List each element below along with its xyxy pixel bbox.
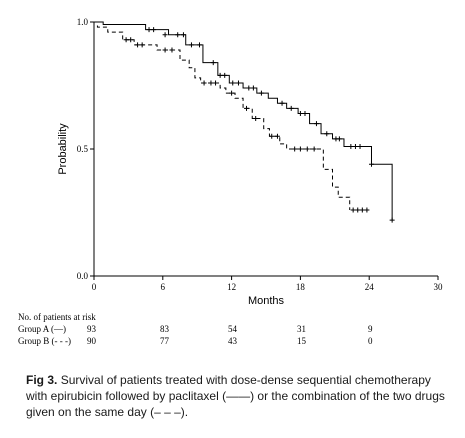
group-a-censor-mark (258, 90, 264, 96)
y-ticks: 0.0 0.5 1.0 (77, 17, 94, 281)
group-a-censor-mark (336, 136, 342, 142)
x-tick-label: 6 (161, 282, 166, 292)
group-a-censor-mark (352, 143, 358, 149)
group-b-censor-mark (355, 207, 361, 213)
risk-table: No. of patients at risk Group A (—) Grou… (18, 312, 448, 352)
risk-b-value-3: 15 (297, 336, 306, 346)
risk-a-value-2: 54 (228, 324, 237, 334)
group-b-censor-mark (311, 146, 317, 152)
x-tick-label: 24 (365, 282, 375, 292)
risk-a-value-0: 93 (87, 324, 96, 334)
group-a-censor-mark (313, 121, 319, 127)
group-a-censor-mark (180, 32, 186, 38)
group-a-censor-mark (324, 131, 330, 137)
risk-a-value-1: 83 (160, 324, 169, 334)
group-a-censor-mark (222, 72, 228, 78)
risk-a-value-4: 9 (368, 324, 373, 334)
risk-table-header: No. of patients at risk (18, 312, 96, 322)
group-a-censor-mark (357, 143, 363, 149)
group-a-curve (94, 21, 393, 221)
group-b-censor-mark (274, 133, 280, 139)
group-b-censor-mark (135, 42, 141, 48)
group-b-censor-mark (244, 105, 250, 111)
risk-b-value-1: 77 (160, 336, 169, 346)
group-a-censor-mark (217, 72, 223, 78)
group-b-censor-mark (169, 47, 175, 53)
group-b-censor-mark (297, 146, 303, 152)
group-b-censor-mark (201, 80, 207, 86)
group-a-censor-mark (162, 32, 168, 38)
y-tick-label: 1.0 (77, 17, 89, 27)
group-b-censor-mark (364, 207, 370, 213)
group-b-censor-mark (253, 116, 259, 122)
figure-label: Fig 3. (26, 373, 58, 387)
group-a-censor-mark (146, 27, 152, 33)
y-tick-label: 0.5 (77, 144, 89, 154)
risk-row-b-label: Group B (- - -) (18, 336, 71, 346)
risk-row-a-label: Group A (—) (18, 324, 66, 334)
group-b-curve (94, 21, 351, 210)
group-a-censor-mark (151, 27, 157, 33)
x-axis-title: Months (248, 295, 285, 307)
y-tick-label: 0.0 (77, 271, 89, 281)
group-b-censor-mark (269, 133, 275, 139)
figure-caption-text: Survival of patients treated with dose-d… (26, 373, 445, 419)
group-b-censor-mark (359, 207, 365, 213)
group-a-censor-mark (279, 100, 285, 106)
group-a-censor-mark (368, 161, 374, 167)
x-tick-label: 12 (227, 282, 236, 292)
group-a-censor-mark (230, 80, 236, 86)
group-b-censor-mark (139, 42, 145, 48)
group-b-censor-mark (128, 37, 134, 43)
y-axis-title: Probability (57, 123, 69, 175)
axes (93, 22, 438, 277)
group-a-censor-mark (348, 143, 354, 149)
group-b-censor-mark (162, 47, 168, 53)
group-a-censor-mark (389, 217, 395, 223)
x-tick-label: 30 (434, 282, 444, 292)
group-a-censor-mark (288, 105, 294, 111)
group-a-censor-mark (302, 110, 308, 116)
group-a-censor-mark (175, 32, 181, 38)
group-b-censor-mark (213, 80, 219, 86)
x-tick-label: 0 (92, 282, 97, 292)
group-a-censor-mark (210, 60, 216, 66)
risk-b-value-2: 43 (228, 336, 237, 346)
group-a-censor-mark (196, 42, 202, 48)
group-a-censor-mark (297, 110, 303, 116)
risk-b-value-0: 90 (87, 336, 96, 346)
group-a-censor-mark (246, 85, 252, 91)
group-b-censor-mark (208, 80, 214, 86)
group-b-censor-mark (292, 146, 298, 152)
group-b-censor-mark (304, 146, 310, 152)
group-b-censor-mark (229, 90, 235, 96)
group-a-censor-mark (188, 42, 194, 48)
risk-a-value-3: 31 (297, 324, 306, 334)
x-ticks: 0 6 12 18 24 30 (92, 276, 443, 292)
group-a-censor-mark (235, 80, 241, 86)
survival-chart: 0 6 12 18 24 30 0.0 0.5 1.0 Months Probability (57, 17, 443, 307)
group-a-censor-mark (250, 85, 256, 91)
risk-b-value-4: 0 (368, 336, 373, 346)
figure-caption: Fig 3. Survival of patients treated with… (26, 372, 446, 420)
x-tick-label: 18 (296, 282, 306, 292)
group-b-censor-mark (123, 37, 129, 43)
group-b-censor-mark (350, 207, 356, 213)
series-layer (94, 21, 395, 223)
